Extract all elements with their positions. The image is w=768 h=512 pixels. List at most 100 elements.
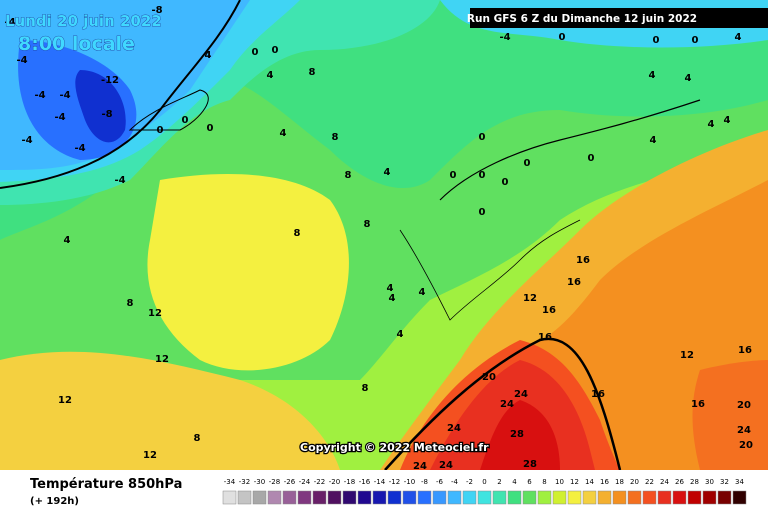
- isotherm-label: -4: [74, 143, 85, 154]
- colorbar-label: -14: [374, 478, 386, 486]
- colorbar-label: 32: [720, 478, 729, 486]
- colorbar-box: [372, 490, 387, 505]
- colorbar-box: [237, 490, 252, 505]
- colorbar-label: -2: [466, 478, 473, 486]
- isotherm-label: 4: [685, 73, 692, 84]
- isotherm-label: -4: [21, 135, 32, 146]
- colorbar-box: [417, 490, 432, 505]
- colorbar-box: [252, 490, 267, 505]
- colorbar-box: [402, 490, 417, 505]
- isotherm-label: 0: [207, 123, 214, 134]
- isotherm-label: 4: [280, 128, 287, 139]
- isotherm-label: 4: [397, 329, 404, 340]
- isotherm-label: 0: [479, 132, 486, 143]
- time: 8:00 locale: [18, 33, 135, 55]
- colorbar-box: [552, 490, 567, 505]
- isotherm-label: 12: [148, 308, 162, 319]
- zone-20-east: [692, 360, 768, 470]
- colorbar-label: 16: [600, 478, 609, 486]
- isotherm-label: -4: [114, 175, 125, 186]
- isotherm-label: 8: [364, 219, 371, 230]
- isotherm-label: -8: [151, 5, 162, 16]
- isotherm-label: 4: [267, 70, 274, 81]
- isotherm-label: 8: [294, 228, 301, 239]
- colorbar-box: [297, 490, 312, 505]
- isotherm-label: 8: [332, 132, 339, 143]
- colorbar-box: [477, 490, 492, 505]
- isotherm-label: 0: [524, 158, 531, 169]
- isotherm-0: [0, 0, 241, 189]
- colorbar-label: 22: [645, 478, 654, 486]
- isotherm-label: 12: [155, 354, 169, 365]
- colorbar-box: [222, 490, 237, 505]
- colorbar-label: 12: [570, 478, 579, 486]
- colorbar-label: -24: [299, 478, 311, 486]
- colorbar-box: [462, 490, 477, 505]
- isotherm-label: 12: [680, 350, 694, 361]
- colorbar-label: -16: [359, 478, 371, 486]
- colorbar-box: [732, 490, 747, 505]
- zone-12-west: [0, 351, 340, 470]
- colorbar-box: [342, 490, 357, 505]
- isotherm-label: 16: [567, 277, 581, 288]
- isotherm-label: 0: [692, 35, 699, 46]
- isotherm-label: 12: [523, 293, 537, 304]
- isotherm-label: 4: [389, 293, 396, 304]
- isotherm-label: -4: [16, 55, 27, 66]
- colorbar-box: [642, 490, 657, 505]
- colorbar-box: [582, 490, 597, 505]
- isotherm-label: 0: [588, 153, 595, 164]
- colorbar-label: -20: [329, 478, 340, 486]
- isotherm-label: 12: [58, 395, 72, 406]
- colorbar-label: 14: [585, 478, 594, 486]
- isotherm-20: [384, 337, 622, 470]
- colorbar-box: [387, 490, 402, 505]
- isotherm-label: 28: [523, 459, 537, 470]
- colorbar-label: 2: [497, 478, 501, 486]
- isotherm-label: 12: [143, 450, 157, 461]
- colorbar-label: 28: [690, 478, 699, 486]
- isotherm-label: 20: [739, 440, 753, 451]
- colorbar-label: -28: [269, 478, 280, 486]
- isotherm-label: 24: [500, 399, 514, 410]
- isotherm-label: 0: [157, 125, 164, 136]
- colorbar-label: 10: [555, 478, 564, 486]
- colorbar-box: [312, 490, 327, 505]
- isotherm-label: 24: [514, 389, 528, 400]
- isotherm-label: 16: [542, 305, 556, 316]
- colorbar-label: 18: [615, 478, 624, 486]
- isotherm-label: 20: [737, 400, 751, 411]
- colorbar-box: [447, 490, 462, 505]
- isotherm-label: 4: [735, 32, 742, 43]
- isotherm-label: 16: [591, 389, 605, 400]
- isotherm-label: 0: [479, 207, 486, 218]
- coastline: [399, 219, 581, 321]
- isotherm-label: 0: [559, 32, 566, 43]
- isotherm-label: 4: [387, 283, 394, 294]
- isotherm-label: 8: [309, 67, 316, 78]
- colorbar-box: [282, 490, 297, 505]
- colorbar-label: 4: [512, 478, 517, 486]
- isotherm-label: 24: [737, 425, 751, 436]
- colorbar-label: 20: [630, 478, 639, 486]
- colorbar-label: -30: [254, 478, 265, 486]
- isotherm-label: 4: [205, 50, 212, 61]
- colorbar-label: -32: [239, 478, 250, 486]
- colorbar-label: -6: [436, 478, 444, 486]
- isotherm-label: 8: [127, 298, 134, 309]
- colorbar-box: [687, 490, 702, 505]
- colorbar-label: 30: [705, 478, 714, 486]
- colorbar: -34 -32 -30 -28 -26 -24 -22 -20 -18 -16 -14 -12 -10-…: [222, 478, 747, 505]
- colorbar-label: 6: [527, 478, 532, 486]
- isotherm-label: 0: [182, 115, 189, 126]
- isotherm-label: -4: [54, 112, 65, 123]
- zone-28: [480, 400, 560, 470]
- isotherm-label: -4: [4, 17, 15, 28]
- isotherm-label: 8: [345, 170, 352, 181]
- isotherm-label: 4: [708, 119, 715, 130]
- isotherm-label: 0: [479, 170, 486, 181]
- colorbar-label: 0: [482, 478, 486, 486]
- colorbar-label: -4: [451, 478, 459, 486]
- run-box: [470, 8, 768, 28]
- isotherm-label: 16: [738, 345, 752, 356]
